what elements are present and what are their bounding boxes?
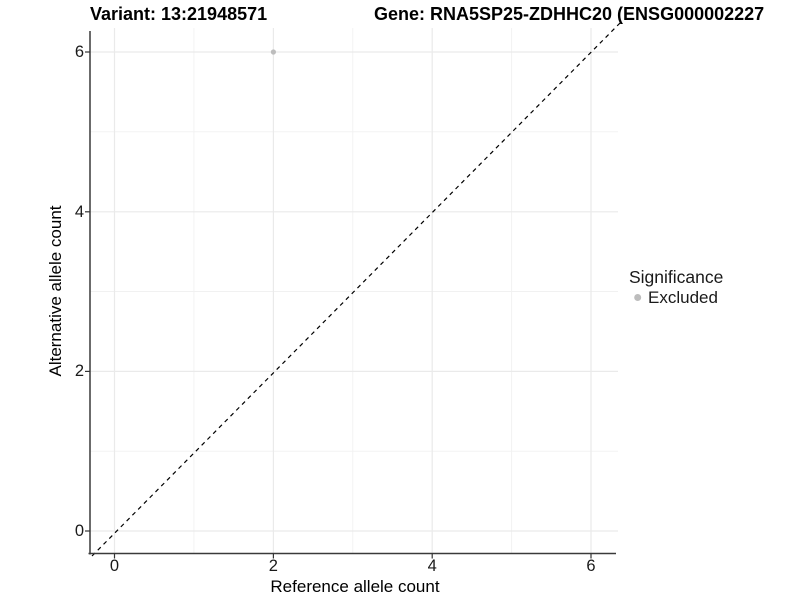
- plot-title-variant: Variant: 13:21948571: [90, 4, 268, 24]
- legend-title: Significance: [629, 267, 724, 287]
- x-tick-label-2: 2: [268, 557, 278, 575]
- minor-gridlines: [90, 28, 618, 553]
- plot-title-gene: Gene: RNA5SP25-ZDHHC20 (ENSG000002227: [374, 4, 765, 24]
- y-axis-title: Alternative allele count: [46, 205, 65, 377]
- legend-item-excluded-label: Excluded: [648, 288, 718, 307]
- y-tick-label-2: 2: [74, 362, 84, 381]
- x-axis-title: Reference allele count: [270, 577, 440, 596]
- identity-reference-line: [91, 21, 622, 557]
- y-tick-label-4: 4: [74, 202, 84, 221]
- data-point-excluded: [270, 49, 276, 55]
- axis-lines: [88, 31, 616, 555]
- y-tick-label-0: 0: [74, 522, 84, 540]
- x-tick-label-0: 0: [109, 557, 120, 575]
- legend-marker-excluded: [634, 294, 642, 301]
- major-gridlines: [90, 28, 618, 553]
- x-tick-label-4: 4: [427, 557, 437, 575]
- x-tick-label-6: 6: [586, 557, 596, 575]
- tick-marks: [85, 51, 592, 559]
- y-tick-label-6: 6: [74, 43, 84, 61]
